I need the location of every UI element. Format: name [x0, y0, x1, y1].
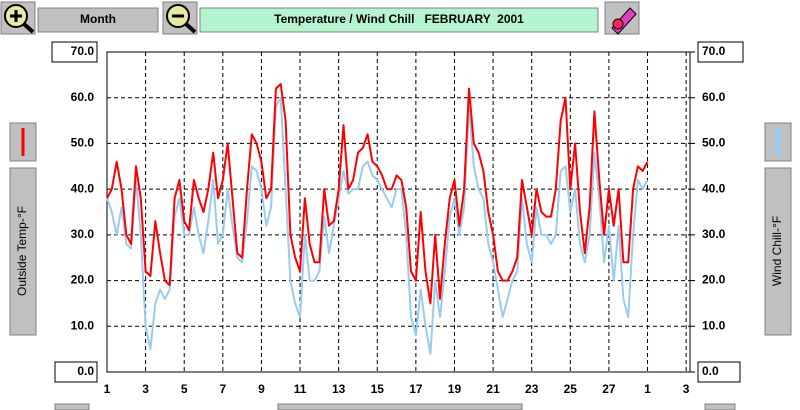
y-tick-label: 30.0: [71, 227, 95, 241]
series-line: [106, 96, 649, 355]
legend-label: Outside Temp-°F: [15, 206, 29, 296]
y2-tick-label: 10.0: [702, 318, 726, 332]
scroll-thumb[interactable]: [277, 403, 523, 410]
label-box: [54, 361, 98, 383]
legend-right[interactable]: Wind Chill-°F: [764, 122, 792, 336]
x-tick-label: 17: [409, 382, 423, 396]
x-tick-label: 25: [564, 382, 578, 396]
label-box: [697, 41, 744, 63]
x-tick-label: 23: [525, 382, 539, 396]
x-tick-label: 11: [294, 382, 307, 396]
x-tick-label: 19: [448, 382, 462, 396]
y-tick-label: 60.0: [71, 90, 95, 104]
x-tick-label: 7: [219, 382, 226, 396]
y2-tick-label: 20.0: [702, 273, 726, 287]
y2-tick-label: 30.0: [702, 227, 726, 241]
y2-tick-label: 0.0: [702, 364, 719, 378]
label-box: [697, 361, 741, 383]
y-tick-label: 0.0: [77, 364, 94, 378]
scroll-button[interactable]: [54, 403, 90, 410]
x-tick-label: 21: [486, 382, 500, 396]
range-button[interactable]: Month: [37, 7, 159, 33]
y2-tick-label: 40.0: [702, 181, 726, 195]
y2-tick-label: 60.0: [702, 90, 726, 104]
print-button[interactable]: [604, 1, 640, 35]
legend-label: Wind Chill-°F: [770, 216, 784, 286]
scroll-button[interactable]: [704, 403, 736, 410]
series-line: [106, 83, 649, 305]
x-tick-label: 1: [104, 382, 111, 396]
x-tick-label: 15: [371, 382, 385, 396]
chart-title: Temperature / Wind Chill FEBRUARY 2001: [274, 12, 524, 26]
y-tick-label: 70.0: [71, 44, 95, 58]
y-tick-label: 20.0: [71, 273, 95, 287]
legend-left[interactable]: Outside Temp-°F: [9, 122, 37, 336]
zoom-out-button[interactable]: [162, 1, 198, 35]
x-tick-label: 3: [142, 382, 149, 396]
x-tick-label: 3: [683, 382, 690, 396]
x-tick-label: 27: [602, 382, 616, 396]
label-box: [51, 41, 98, 63]
y-tick-label: 50.0: [71, 136, 95, 150]
y-tick-label: 40.0: [71, 181, 95, 195]
x-tick-label: 9: [258, 382, 265, 396]
y2-tick-label: 50.0: [702, 136, 726, 150]
x-tick-label: 1: [644, 382, 651, 396]
x-tick-label: 5: [181, 382, 188, 396]
y2-tick-label: 70.0: [702, 44, 726, 58]
zoom-in-button[interactable]: [0, 1, 36, 35]
title-box: [199, 7, 599, 33]
range-label: Month: [80, 12, 116, 26]
x-tick-label: 13: [332, 382, 346, 396]
y-tick-label: 10.0: [71, 318, 95, 332]
